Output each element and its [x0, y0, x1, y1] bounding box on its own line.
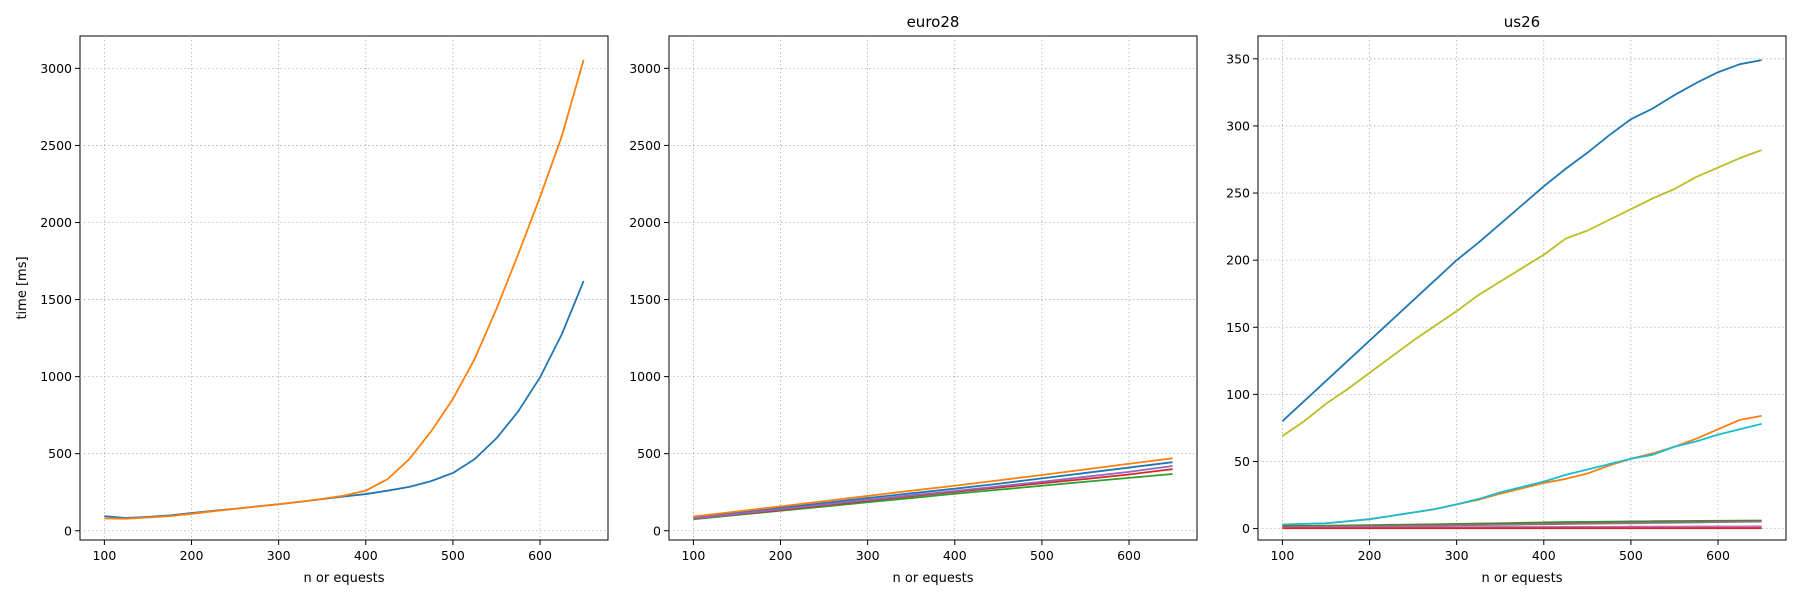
y-tick-label: 1500	[629, 292, 661, 307]
panel-title: euro28	[907, 13, 960, 31]
line-series-3	[693, 473, 1173, 521]
tick-group: 100 200 300 400 500 600 0 500 1000 1500 2000 2500 30…	[40, 61, 552, 563]
x-tick-label: 200	[769, 548, 793, 563]
grid	[669, 36, 1197, 540]
x-tick-label: 300	[267, 548, 291, 563]
y-tick-label: 1500	[40, 292, 72, 307]
x-tick-label: 400	[1532, 548, 1556, 563]
plot-frame	[79, 35, 609, 541]
y-tick-label: 0	[64, 523, 72, 538]
tick-group: 100 200 300 400 500 600 0 50 100 150 200 250 300 350	[1226, 51, 1730, 563]
series-group	[693, 457, 1173, 521]
y-tick-label: 2000	[629, 215, 661, 230]
x-tick-label: 300	[1445, 548, 1469, 563]
y-tick-label: 150	[1226, 320, 1250, 335]
line-series-2	[693, 457, 1173, 518]
x-tick-label: 200	[1358, 548, 1382, 563]
y-tick-label: 500	[48, 446, 72, 461]
y-tick-label: 1000	[40, 369, 72, 384]
grid	[1258, 36, 1786, 540]
y-tick-label: 3000	[629, 61, 661, 76]
x-tick-label: 500	[441, 548, 465, 563]
x-tick-label: 400	[354, 548, 378, 563]
x-tick-label: 600	[528, 548, 552, 563]
x-tick-label: 100	[92, 548, 116, 563]
y-tick-label: 0	[1242, 521, 1250, 536]
x-tick-label: 600	[1706, 548, 1730, 563]
x-tick-label: 200	[180, 548, 204, 563]
line-series-3	[1282, 414, 1762, 526]
x-axis-label: n or equests	[1482, 571, 1563, 586]
plot-frame	[1257, 35, 1787, 541]
panel-title: us26	[1504, 13, 1540, 31]
y-tick-label: 2500	[40, 138, 72, 153]
series-group	[104, 59, 585, 520]
x-tick-label: 500	[1030, 548, 1054, 563]
y-tick-label: 50	[1234, 454, 1250, 469]
panel-us26: 100 200 300 400 500 600050100150200250300350 …	[1226, 13, 1787, 586]
y-tick-label: 300	[1226, 118, 1250, 133]
line-series-1	[1281, 59, 1762, 422]
panel-left: 100 200 300 400 500 600 0 500 1000 1500 2000 2500 30…	[15, 35, 609, 586]
line-series-5	[693, 465, 1173, 520]
series-group	[1281, 59, 1762, 530]
line-series-1	[104, 280, 585, 519]
x-tick-label: 100	[681, 548, 705, 563]
x-tick-label: 400	[943, 548, 967, 563]
grid	[80, 36, 608, 540]
x-tick-label: 100	[1270, 548, 1294, 563]
y-tick-label: 3000	[40, 61, 72, 76]
tick-group: 100 200 300 400 500 600 0 500 1000 1500 2000 2500 30…	[629, 61, 1141, 563]
line-series-4	[1282, 423, 1762, 526]
y-tick-label: 1000	[629, 369, 661, 384]
y-tick-label: 200	[1226, 253, 1250, 268]
line-series-1	[693, 461, 1173, 519]
y-tick-label: 2000	[40, 215, 72, 230]
x-tick-label: 600	[1117, 548, 1141, 563]
y-tick-label: 500	[637, 446, 661, 461]
y-tick-label: 100	[1226, 387, 1250, 402]
x-tick-label: 500	[1619, 548, 1643, 563]
x-axis-label: n or equests	[304, 571, 385, 586]
line-series-2	[104, 59, 585, 520]
y-tick-label: 250	[1226, 186, 1250, 201]
plot-frame	[668, 35, 1198, 541]
y-tick-label: 350	[1226, 51, 1250, 66]
y-tick-label: 2500	[629, 138, 661, 153]
y-axis-label: time [ms]	[15, 256, 30, 319]
y-tick-label: 0	[653, 523, 661, 538]
x-tick-label: 300	[856, 548, 880, 563]
line-series-2	[1281, 149, 1762, 437]
panel-euro28: 100 200 300 400 500 600 0 500 1000 1500 2000 2500 30…	[629, 13, 1198, 586]
x-axis-label: n or equests	[893, 571, 974, 586]
